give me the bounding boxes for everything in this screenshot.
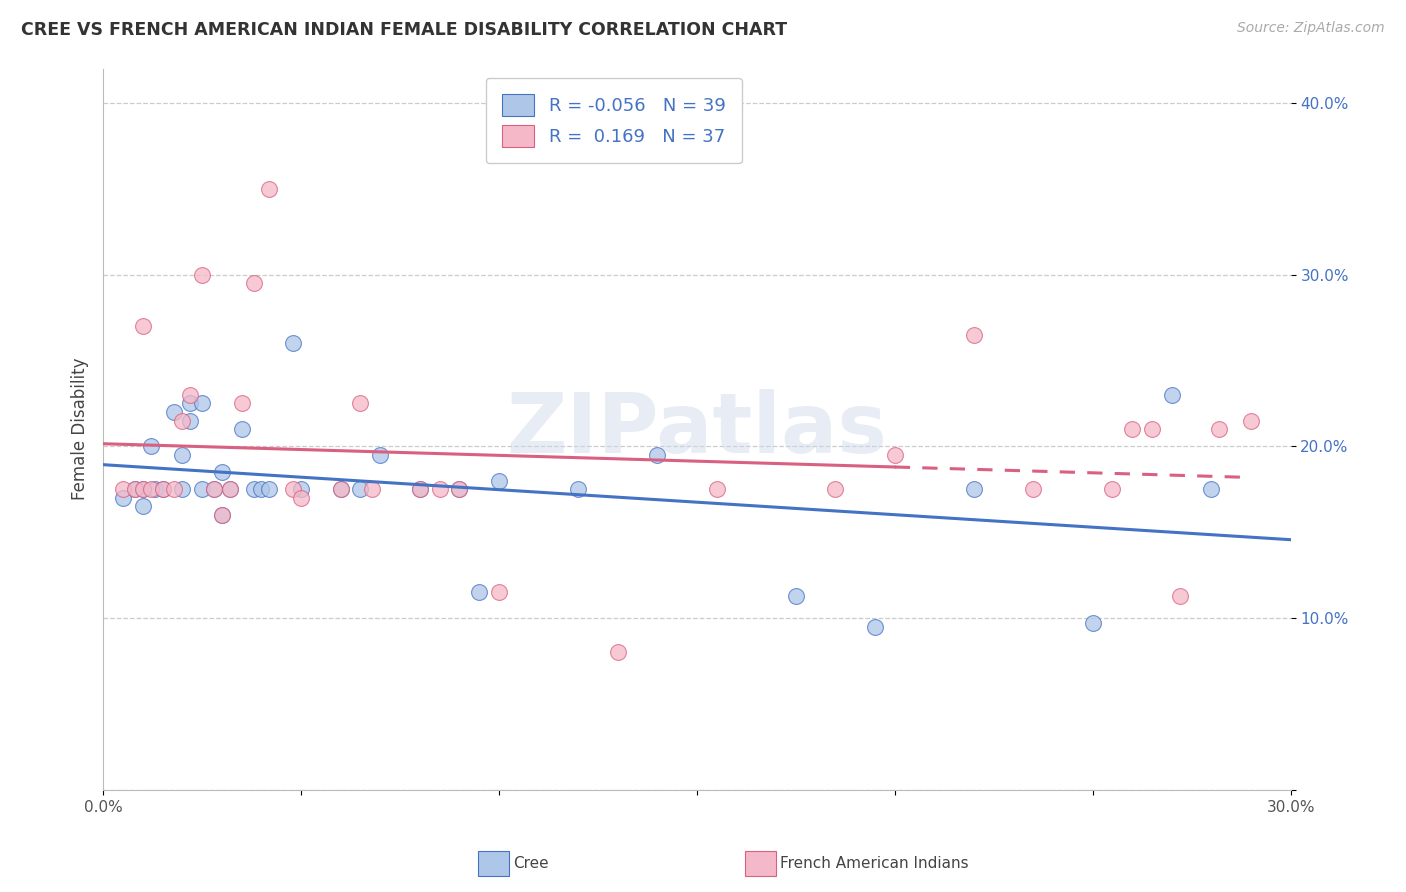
- Point: [139, 439, 162, 453]
- Text: French American Indians: French American Indians: [780, 856, 969, 871]
- Point: [218, 483, 240, 497]
- Point: [179, 414, 201, 428]
- Point: [191, 396, 214, 410]
- Point: [152, 483, 174, 497]
- Point: [143, 483, 166, 497]
- Point: [824, 483, 846, 497]
- Point: [1160, 388, 1182, 402]
- Point: [1101, 483, 1123, 497]
- Point: [281, 336, 304, 351]
- Point: [329, 483, 352, 497]
- Point: [645, 448, 668, 462]
- Point: [368, 448, 391, 462]
- Point: [281, 483, 304, 497]
- Point: [488, 585, 510, 599]
- Point: [259, 483, 281, 497]
- Point: [191, 483, 214, 497]
- Point: [567, 483, 589, 497]
- Point: [172, 414, 194, 428]
- Point: [111, 483, 134, 497]
- Point: [124, 483, 146, 497]
- Text: Source: ZipAtlas.com: Source: ZipAtlas.com: [1237, 21, 1385, 35]
- Point: [242, 276, 264, 290]
- Point: [409, 483, 432, 497]
- Y-axis label: Female Disability: Female Disability: [72, 358, 89, 500]
- Point: [883, 448, 905, 462]
- Point: [132, 483, 155, 497]
- Point: [132, 500, 155, 514]
- Point: [329, 483, 352, 497]
- Point: [449, 483, 471, 497]
- Point: [488, 474, 510, 488]
- Point: [409, 483, 432, 497]
- Text: CREE VS FRENCH AMERICAN INDIAN FEMALE DISABILITY CORRELATION CHART: CREE VS FRENCH AMERICAN INDIAN FEMALE DI…: [21, 21, 787, 38]
- Point: [785, 589, 807, 603]
- Point: [231, 396, 253, 410]
- Point: [1022, 483, 1045, 497]
- Point: [1081, 616, 1104, 631]
- Point: [179, 388, 201, 402]
- Point: [290, 491, 312, 505]
- Point: [468, 585, 491, 599]
- Point: [1208, 422, 1230, 436]
- Point: [863, 620, 886, 634]
- Point: [163, 483, 186, 497]
- Point: [139, 483, 162, 497]
- Point: [172, 483, 194, 497]
- Point: [202, 483, 225, 497]
- Point: [211, 465, 233, 479]
- Point: [191, 268, 214, 282]
- Point: [1240, 414, 1263, 428]
- Point: [963, 483, 986, 497]
- Point: [290, 483, 312, 497]
- Point: [1121, 422, 1143, 436]
- Point: [1140, 422, 1163, 436]
- Point: [706, 483, 728, 497]
- Point: [1201, 483, 1223, 497]
- Point: [124, 483, 146, 497]
- Point: [111, 491, 134, 505]
- Point: [349, 396, 371, 410]
- Point: [231, 422, 253, 436]
- Text: Cree: Cree: [513, 856, 548, 871]
- Point: [963, 327, 986, 342]
- Point: [606, 645, 628, 659]
- Point: [132, 319, 155, 334]
- Point: [250, 483, 273, 497]
- Point: [429, 483, 451, 497]
- Point: [242, 483, 264, 497]
- Point: [172, 448, 194, 462]
- Point: [132, 483, 155, 497]
- Point: [349, 483, 371, 497]
- Point: [259, 182, 281, 196]
- Point: [449, 483, 471, 497]
- Point: [152, 483, 174, 497]
- Point: [163, 405, 186, 419]
- Point: [1168, 589, 1191, 603]
- Point: [218, 483, 240, 497]
- Point: [211, 508, 233, 522]
- Point: [179, 396, 201, 410]
- Point: [211, 508, 233, 522]
- Point: [202, 483, 225, 497]
- Text: ZIPatlas: ZIPatlas: [506, 389, 887, 470]
- Legend: R = -0.056   N = 39, R =  0.169   N = 37: R = -0.056 N = 39, R = 0.169 N = 37: [485, 78, 742, 163]
- Point: [361, 483, 384, 497]
